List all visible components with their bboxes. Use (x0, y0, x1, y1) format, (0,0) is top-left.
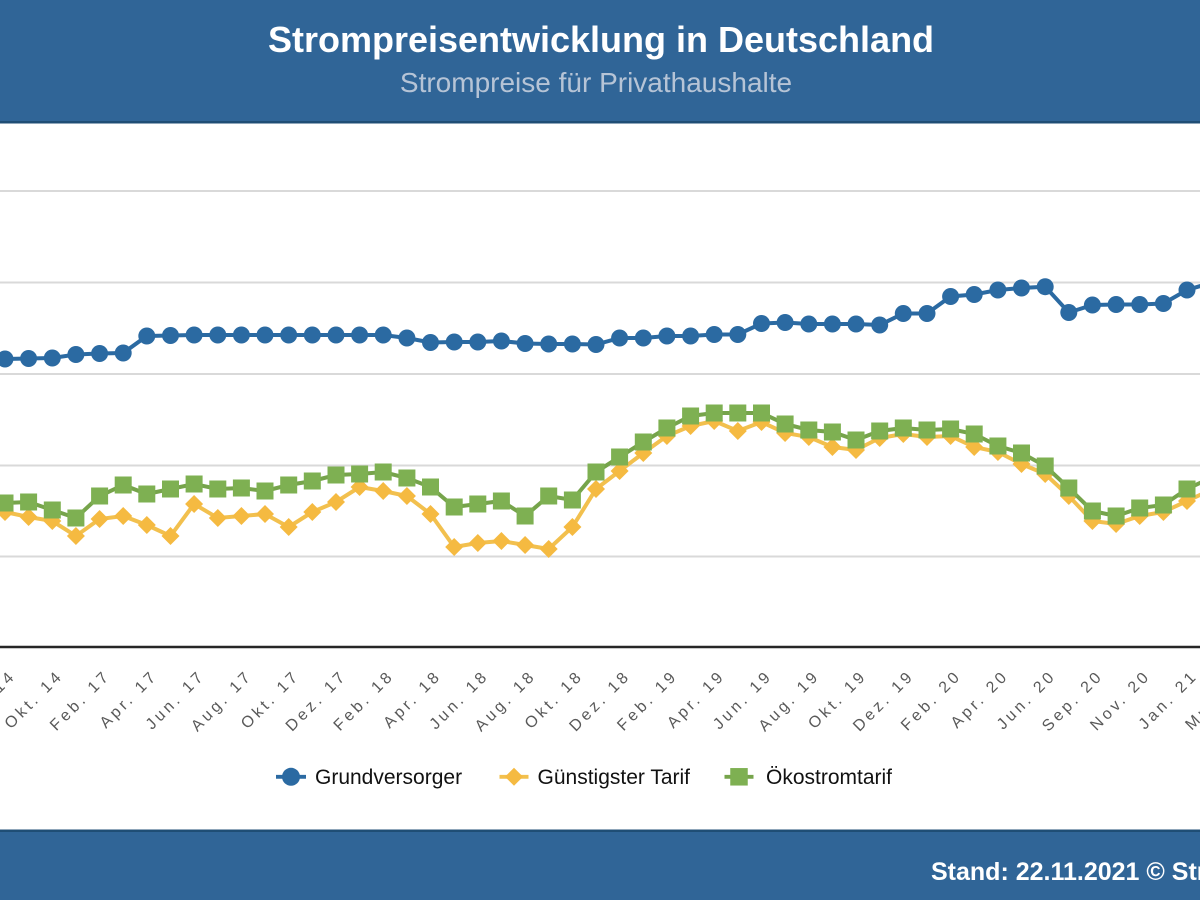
svg-text:Ökostromtarif: Ökostromtarif (766, 766, 892, 789)
svg-text:Stand: 22.11.2021 © Stromausku: Stand: 22.11.2021 © Stromauskunft.de (931, 858, 1200, 886)
svg-text:Günstigster Tarif: Günstigster Tarif (538, 766, 691, 789)
svg-text:Strompreise für Privathaushalt: Strompreise für Privathaushalte (400, 67, 792, 98)
svg-text:Grundversorger: Grundversorger (315, 766, 462, 789)
svg-text:Strompreisentwicklung in Deuts: Strompreisentwicklung in Deutschland (268, 19, 934, 60)
